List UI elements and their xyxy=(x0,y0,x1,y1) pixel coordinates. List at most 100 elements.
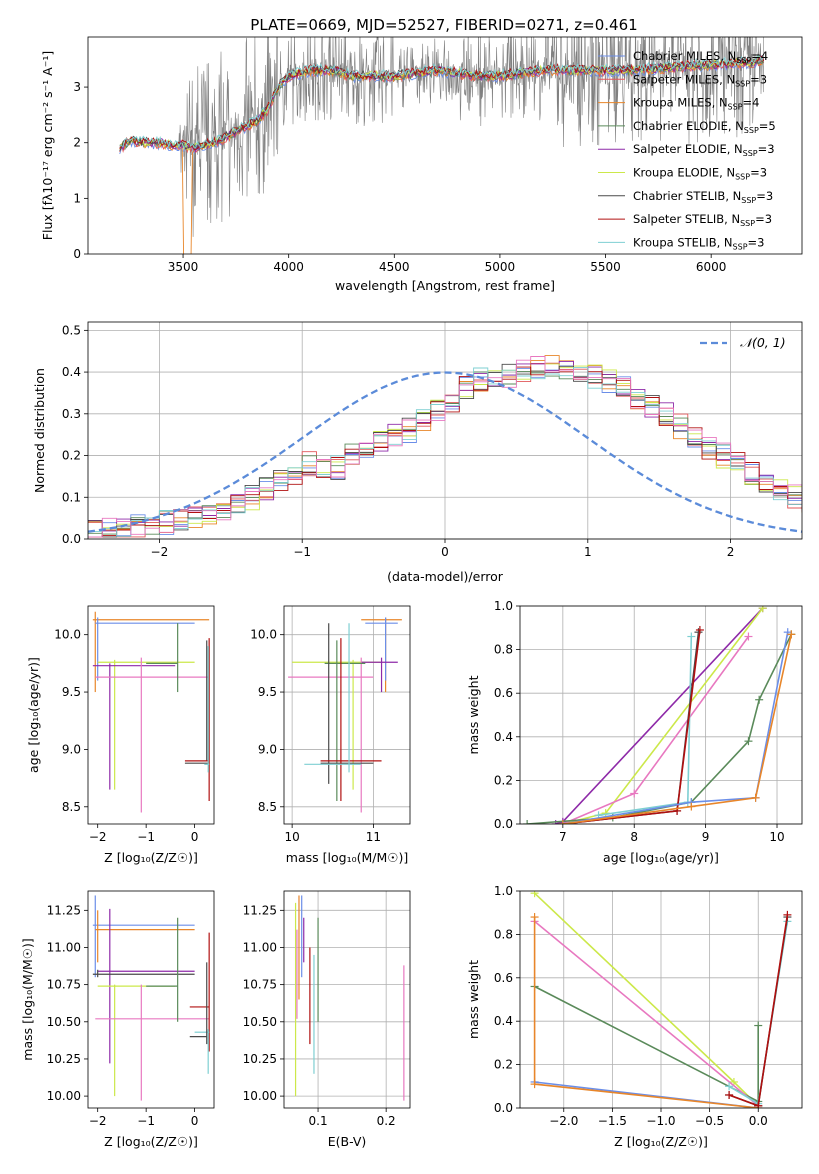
mass-weight-line xyxy=(562,634,793,824)
x-tick-label: 4500 xyxy=(379,260,410,274)
x-tick-label: 10 xyxy=(284,830,299,844)
y-tick-label: 10.25 xyxy=(47,1052,81,1066)
x-tick-label: 11 xyxy=(366,830,381,844)
axes-frame xyxy=(87,36,803,255)
y-tick-label: 8.5 xyxy=(258,800,277,814)
frame-layer: −2 −1 0 8.5 9.0 9.5 10.0 xyxy=(54,605,215,844)
legend-entry-subscript: SSP xyxy=(735,79,750,88)
y-tick-label: 9.0 xyxy=(258,742,277,756)
mass-weight-line xyxy=(534,920,759,1107)
legend-entry-suffix: =3 xyxy=(748,235,765,249)
x-tick-label: −2 xyxy=(89,1114,107,1128)
x-tick-label: −1 xyxy=(137,1114,155,1128)
mass-weight-line xyxy=(534,985,760,1103)
x-axis-label: Z [log₁₀(Z/Z☉)] xyxy=(104,1134,198,1149)
x-tick-label: 5500 xyxy=(590,260,621,274)
axes-frame xyxy=(519,605,803,825)
y-tick-label: 11.00 xyxy=(47,940,81,954)
y-tick-label: 0 xyxy=(73,247,81,261)
model-spectrum xyxy=(119,55,765,149)
x-tick-label: 0 xyxy=(191,830,199,844)
chart-mass_weight_vs_Z: −2.0 −1.5 −1.0 −0.5 0.0 0.0 0.2 0.4 0.6 0.8 1.0 Z [… xyxy=(466,884,803,1149)
chart-mass_vs_ebv: 0.1 0.2 10.00 10.25 10.50 10.75 11.00 11.25 E(B-… xyxy=(243,890,411,1149)
mass-weight-line xyxy=(534,892,759,1107)
legend-entry-suffix: =3 xyxy=(755,212,772,226)
y-tick-label: 0.2 xyxy=(494,773,513,787)
y-tick-label: 0.4 xyxy=(62,365,81,379)
x-tick-label: 2 xyxy=(727,545,735,559)
x-tick-label: 7 xyxy=(559,830,567,844)
y-tick-label: 0.8 xyxy=(494,643,513,657)
y-tick-label: 0.4 xyxy=(494,730,513,744)
y-tick-label: 0.5 xyxy=(62,323,81,337)
x-tick-label: −2 xyxy=(151,545,169,559)
y-tick-label: 0.2 xyxy=(494,1058,513,1072)
legend-entry-suffix: =3 xyxy=(758,142,775,156)
plot-area xyxy=(92,895,210,1101)
x-tick-label: −1 xyxy=(137,830,155,844)
x-tick-label: −1 xyxy=(293,545,311,559)
x-tick-label: 4000 xyxy=(273,260,304,274)
x-tick-label: 0 xyxy=(441,545,449,559)
legend-entry-text: Salpeter ELODIE, N xyxy=(633,142,743,156)
y-tick-label: 0.0 xyxy=(494,817,513,831)
y-tick-label: 10.75 xyxy=(243,978,277,992)
axes-frame xyxy=(283,890,411,1109)
legend-entry-text: Chabrier STELIB, N xyxy=(633,189,741,203)
legend-entry-subscript: SSP xyxy=(733,242,748,251)
legend-entry-suffix: =3 xyxy=(750,72,767,86)
x-axis-label: mass [log₁₀(M/M☉)] xyxy=(286,850,408,865)
chart-mass_weight_vs_age: 7 8 9 10 0.0 0.2 0.4 0.6 0.8 1.0 age [log₁₀(age/yr… xyxy=(466,599,803,865)
frame-layer: 3500 4000 4500 5000 5500 6000 0 1 2 3 xyxy=(73,36,803,274)
x-axis-label: Z [log₁₀(Z/Z☉)] xyxy=(104,850,198,865)
y-tick-label: 0.1 xyxy=(62,490,81,504)
x-axis-label: E(B-V) xyxy=(328,1134,367,1149)
legend-entry-subscript: SSP xyxy=(740,219,755,228)
y-axis-label: mass [log₁₀(M/M☉)] xyxy=(20,938,35,1060)
residual-histogram xyxy=(88,356,802,538)
axes-frame xyxy=(283,605,411,825)
legend-entry: Kroupa ELODIE, NSSP=3 xyxy=(633,166,767,182)
x-axis-label: (data-model)/error xyxy=(387,569,504,584)
legend-entry-text: Chabrier ELODIE, N xyxy=(633,119,744,133)
x-tick-label: −1.5 xyxy=(598,1114,627,1128)
panels: 3500 4000 4500 5000 5500 6000 0 1 2 3 wavelength [… xyxy=(20,36,803,1149)
y-tick-label: 0.6 xyxy=(494,686,513,700)
frame-layer: 10 11 8.5 9.0 9.5 10.0 xyxy=(250,605,411,844)
x-tick-label: 0 xyxy=(191,1114,199,1128)
legend-entry-text: Kroupa STELIB, N xyxy=(633,235,733,249)
y-tick-label: 8.5 xyxy=(62,800,81,814)
y-tick-label: 10.50 xyxy=(47,1015,81,1029)
x-tick-label: 8 xyxy=(630,830,638,844)
legend-entry: 𝒩(0, 1) xyxy=(740,335,786,350)
y-tick-label: 10.00 xyxy=(47,1089,81,1103)
plot-area xyxy=(88,355,802,538)
y-tick-label: 0.4 xyxy=(494,1014,513,1028)
legend-entry-suffix: =5 xyxy=(759,119,776,133)
legend-entry: Kroupa MILES, NSSP=4 xyxy=(633,96,759,112)
y-tick-label: 10.25 xyxy=(243,1052,277,1066)
model-spectrum xyxy=(119,54,764,152)
legend-entry-text: Kroupa ELODIE, N xyxy=(633,166,735,180)
legend-entry: Chabrier ELODIE, NSSP=5 xyxy=(633,119,776,135)
legend-entry-text: Salpeter STELIB, N xyxy=(633,212,740,226)
frame-layer: 7 8 9 10 0.0 0.2 0.4 0.6 0.8 1.0 xyxy=(494,599,803,844)
y-tick-label: 1.0 xyxy=(494,599,513,613)
y-tick-label: 0.6 xyxy=(494,971,513,985)
y-tick-label: 0.3 xyxy=(62,407,81,421)
legend-entry-text: Chabrier MILES, N xyxy=(633,49,736,63)
plot-area xyxy=(119,37,765,254)
mass-weight-line xyxy=(555,607,764,824)
x-tick-label: 0.1 xyxy=(309,1114,328,1128)
chart-age_vs_mass: 10 11 8.5 9.0 9.5 10.0 mass [log₁₀(M/M☉)] xyxy=(250,605,411,865)
x-tick-label: −2 xyxy=(89,830,107,844)
y-tick-label: 11.25 xyxy=(243,903,277,917)
x-tick-label: 3500 xyxy=(168,260,199,274)
x-tick-label: 1 xyxy=(584,545,592,559)
x-tick-label: 6000 xyxy=(696,260,727,274)
y-axis-label: Normed distribution xyxy=(32,368,47,493)
chart-age_vs_Z: −2 −1 0 8.5 9.0 9.5 10.0 Z [log₁₀(Z/Z☉)] age [lo… xyxy=(26,605,215,865)
grid-layer xyxy=(284,891,410,1108)
